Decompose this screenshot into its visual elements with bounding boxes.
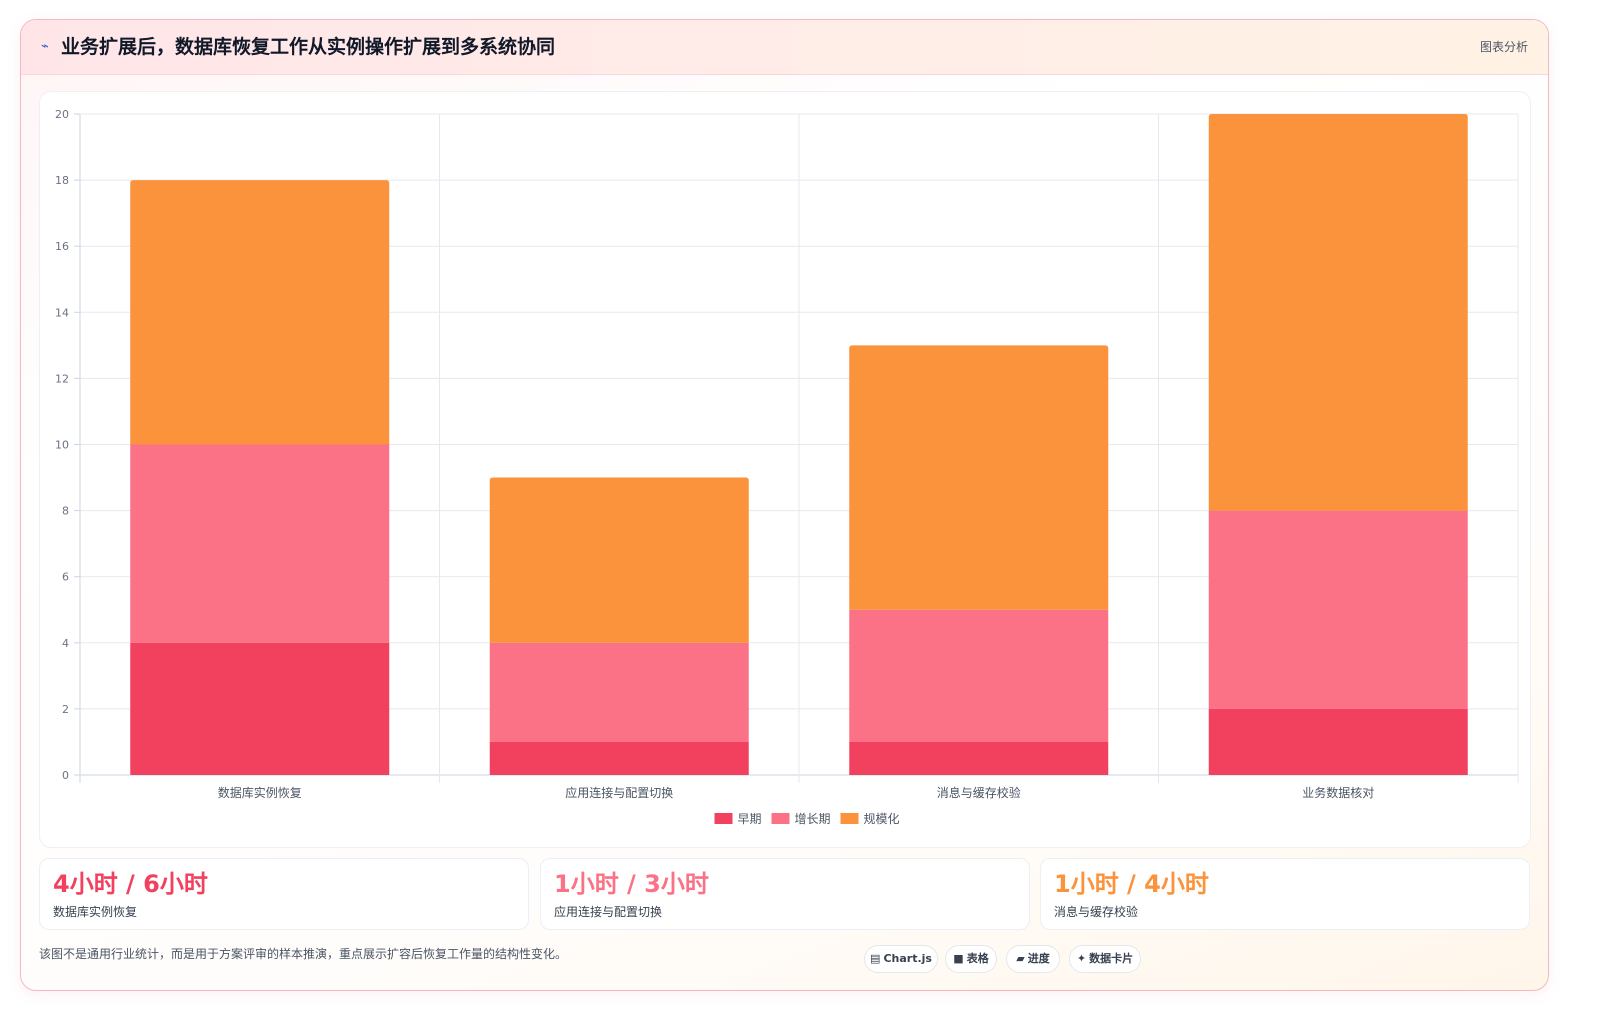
stat-label: 消息与缓存校验 [1054,905,1139,919]
x-tick-label: 消息与缓存校验 [937,785,1021,800]
x-tick-label: 应用连接与配置切换 [565,785,673,800]
stat-value: 1小时 / 3小时 [554,870,709,898]
chart-panel: 0 2 4 6 8 10 12 14 16 18 20 数据库实例恢复 应用连接与配置切换 消息与缓存校验… [39,91,1531,848]
legend-swatch [771,813,790,824]
stat-card-1: 1小时 / 3小时 应用连接与配置切换 [540,858,1030,930]
legend-swatch [840,813,859,824]
stat-card-2: 1小时 / 4小时 消息与缓存校验 [1040,858,1530,930]
pill-label: Chart.js [883,952,932,965]
y-tick-label: 6 [62,571,69,584]
pill-label: 数据卡片 [1089,952,1134,965]
trend-icon: ⌁ [41,39,49,54]
y-tick-label: 16 [55,240,69,253]
chart-analysis-link[interactable]: 图表分析 [1479,40,1528,54]
progress-icon: ▰ [1016,952,1025,965]
bar-segment [489,642,749,742]
stat-cards: 4小时 / 6小时 数据库实例恢复 1小时 / 3小时 应用连接与配置切换 1小… [39,858,1530,930]
pill-label: 进度 [1027,952,1050,965]
bar-segment [849,609,1109,742]
pill-data-card[interactable]: ✦ 数据卡片 [1069,945,1141,973]
bar-segment [849,345,1109,610]
pill-label: 表格 [966,952,989,965]
bar-segment [130,444,390,643]
chart-card: ⌁ 业务扩展后，数据库恢复工作从实例操作扩展到多系统协同 图表分析 0 2 4 6 8 1… [20,19,1549,991]
stacked-bar-chart: 0 2 4 6 8 10 12 14 16 18 20 数据库实例恢复 应用连接与配置切换 消息与缓存校验… [55,108,1519,826]
legend-swatch [714,813,733,824]
bar-segment [489,477,749,643]
x-tick-label: 业务数据核对 [1302,785,1374,800]
y-tick-label: 14 [55,306,69,319]
legend-label: 规模化 [864,811,900,826]
bar-segment [130,642,390,775]
bar-segment [1208,510,1468,709]
table-icon: ■ [953,952,964,965]
x-tick-label: 数据库实例恢复 [218,785,302,800]
card-icon: ✦ [1076,952,1087,965]
y-tick-label: 18 [55,174,69,187]
card-header: ⌁ 业务扩展后，数据库恢复工作从实例操作扩展到多系统协同 图表分析 [21,20,1548,75]
pill-table[interactable]: ■ 表格 [945,945,997,973]
legend-label: 早期 [738,812,762,826]
footnote: 该图不是通用行业统计，而是用于方案评审的样本推演，重点展示扩容后恢复工作量的结构… [39,947,568,961]
y-tick-label: 2 [62,703,69,716]
y-tick-label: 0 [62,769,69,782]
bar-segment [849,741,1109,775]
stat-label: 应用连接与配置切换 [554,905,663,919]
bar-segment [489,741,749,775]
pill-chartjs[interactable]: ▤ Chart.js [864,945,938,973]
y-tick-label: 20 [55,108,69,121]
pill-progress[interactable]: ▰ 进度 [1006,945,1060,973]
bar-segment [1208,114,1468,511]
bar-segment [130,180,390,445]
y-tick-label: 12 [55,372,69,385]
chart-title: 业务扩展后，数据库恢复工作从实例操作扩展到多系统协同 [61,36,556,58]
chart-icon: ▤ [870,952,881,965]
stat-label: 数据库实例恢复 [53,905,138,919]
legend-label: 增长期 [795,812,831,826]
y-tick-label: 4 [62,637,69,650]
y-tick-label: 8 [62,505,69,518]
bar-segment [1208,708,1468,775]
y-tick-label: 10 [55,439,69,452]
stat-value: 4小时 / 6小时 [53,870,208,898]
stat-card-0: 4小时 / 6小时 数据库实例恢复 [39,858,529,930]
stat-value: 1小时 / 4小时 [1054,870,1209,898]
